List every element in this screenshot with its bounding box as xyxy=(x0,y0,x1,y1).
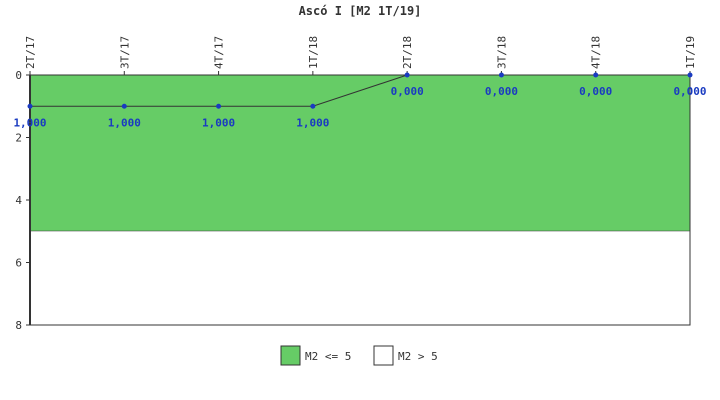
data-point xyxy=(310,103,316,109)
band-0 xyxy=(29,74,691,232)
y-tick-label: 8 xyxy=(15,319,22,332)
data-label: 0,000 xyxy=(673,85,706,98)
series-line xyxy=(30,74,690,107)
x-tick-label: 2T/18 xyxy=(401,36,414,69)
y-tick-label: 6 xyxy=(15,257,22,270)
x-axis: 2T/17 3T/17 4T/17 1T/18 2T/18 3T/18 4T/18 1T/19 xyxy=(24,36,697,75)
data-point xyxy=(404,72,410,78)
legend: M2 <= 5 M2 > 5 xyxy=(280,345,438,366)
series-layer: 1,000 1,000 1,000 1,000 0,000 0,000 0,000 0,000 xyxy=(13,72,707,129)
data-label: 0,000 xyxy=(485,85,518,98)
x-tick-label: 4T/17 xyxy=(213,36,226,69)
legend-swatch xyxy=(373,345,394,366)
data-point xyxy=(216,103,222,109)
data-point xyxy=(593,72,599,78)
x-tick-label: 3T/17 xyxy=(118,36,131,69)
legend-swatch xyxy=(280,345,301,366)
data-label: 1,000 xyxy=(202,116,235,129)
data-label: 1,000 xyxy=(13,116,46,129)
x-tick-label: 1T/18 xyxy=(307,36,320,69)
data-label: 1,000 xyxy=(296,116,329,129)
data-point xyxy=(121,103,127,109)
y-tick-label: 4 xyxy=(15,194,22,207)
x-tick-label: 3T/18 xyxy=(495,36,508,69)
legend-label: M2 > 5 xyxy=(398,350,438,363)
x-tick-label: 4T/18 xyxy=(590,36,603,69)
chart-title: Ascó I [M2 1T/19] xyxy=(299,4,422,18)
data-label: 0,000 xyxy=(391,85,424,98)
bands-layer xyxy=(29,74,691,325)
x-tick-label: 1T/19 xyxy=(684,36,697,69)
data-label: 1,000 xyxy=(108,116,141,129)
y-tick-label: 0 xyxy=(15,69,22,82)
data-point xyxy=(27,103,33,109)
band-1 xyxy=(30,231,690,325)
y-axis: 0 2 4 6 8 xyxy=(15,69,31,332)
data-label: 0,000 xyxy=(579,85,612,98)
y-tick-label: 2 xyxy=(15,132,22,145)
x-tick-label: 2T/17 xyxy=(24,36,37,69)
data-point xyxy=(687,72,693,78)
legend-label: M2 <= 5 xyxy=(305,350,351,363)
data-point xyxy=(498,72,504,78)
